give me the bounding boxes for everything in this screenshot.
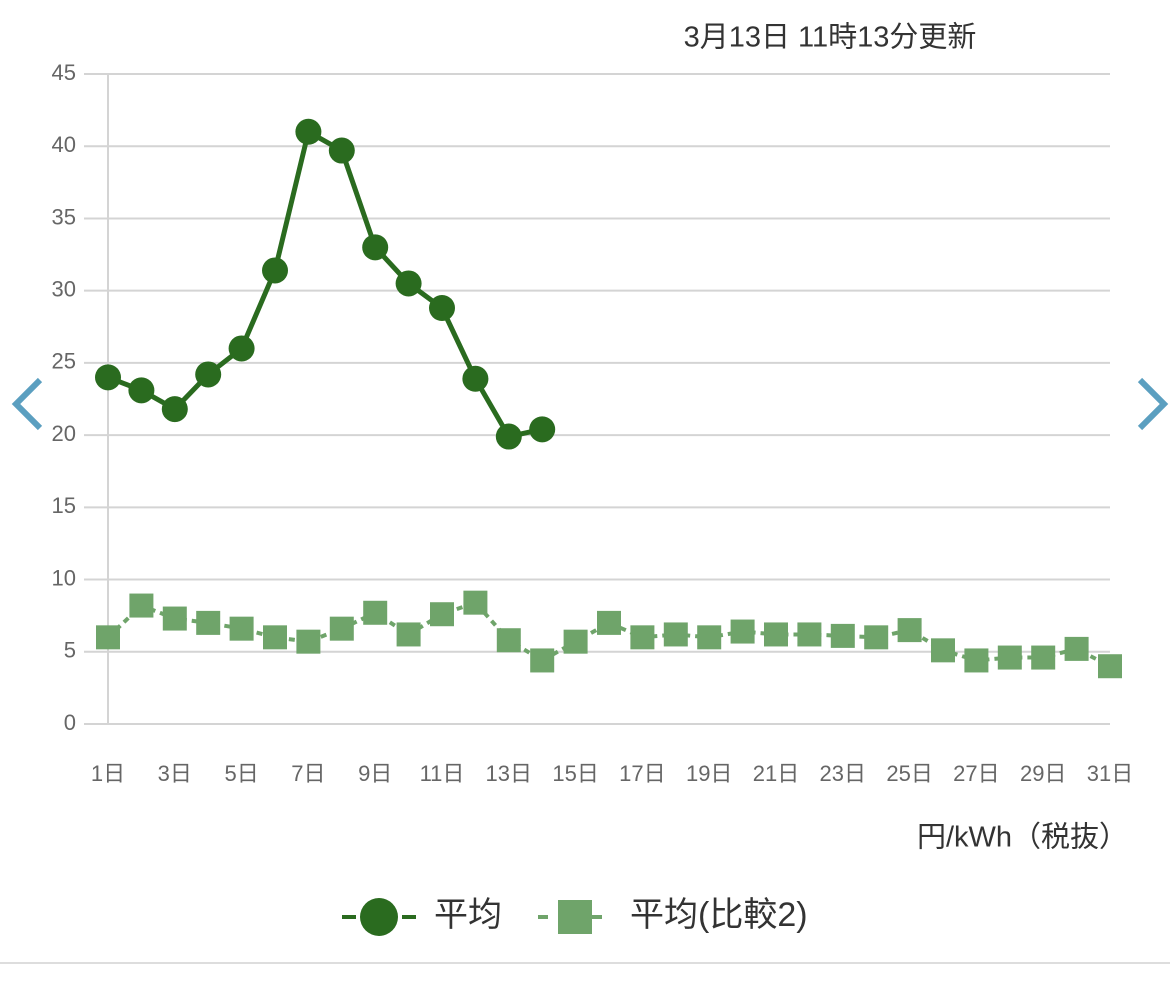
data-point	[1064, 636, 1089, 661]
data-point	[1098, 654, 1122, 679]
data-point	[362, 234, 389, 261]
prev-button[interactable]	[11, 377, 43, 431]
unit-label: 円/kWh（税抜）	[917, 821, 1128, 854]
data-point	[395, 270, 422, 297]
data-point	[129, 593, 154, 618]
data-point	[964, 648, 989, 673]
data-point	[328, 137, 355, 164]
x-tick-label: 25日	[886, 761, 932, 786]
data-point	[229, 616, 254, 641]
x-tick-label: 31日	[1087, 761, 1133, 786]
x-tick-label: 15日	[552, 761, 598, 786]
y-tick-label: 25	[52, 349, 76, 374]
y-tick-label: 20	[52, 421, 76, 446]
data-point	[931, 638, 955, 663]
data-point	[363, 600, 388, 625]
x-tick-label: 19日	[686, 761, 732, 786]
data-point	[830, 623, 855, 648]
y-tick-label: 30	[52, 276, 76, 301]
x-tick-label: 27日	[953, 761, 999, 786]
y-tick-label: 45	[52, 60, 76, 85]
x-tick-label: 21日	[753, 761, 799, 786]
legend-marker	[360, 898, 398, 936]
y-tick-label: 40	[52, 132, 76, 157]
x-tick-label: 1日	[91, 761, 125, 786]
data-point	[496, 628, 521, 653]
data-point	[329, 616, 354, 641]
data-point	[128, 377, 155, 404]
data-point	[196, 610, 221, 635]
data-point	[262, 257, 288, 284]
x-tick-label: 17日	[619, 761, 665, 786]
data-point	[529, 416, 556, 443]
x-tick-label: 23日	[820, 761, 866, 786]
data-point	[96, 625, 120, 650]
data-point	[597, 610, 621, 635]
y-tick-label: 15	[52, 493, 76, 518]
legend-label: 平均	[434, 896, 502, 934]
update-time: 3月13日 11時13分更新	[684, 21, 977, 54]
data-point	[663, 622, 688, 647]
data-point	[997, 645, 1022, 670]
next-button[interactable]	[1137, 377, 1169, 431]
data-point	[462, 365, 489, 392]
x-tick-label: 3日	[158, 761, 192, 786]
data-point	[296, 629, 321, 654]
x-tick-label: 5日	[224, 761, 258, 786]
data-point	[162, 606, 187, 631]
data-point	[764, 622, 788, 647]
data-point	[463, 590, 488, 615]
x-tick-label: 29日	[1020, 761, 1066, 786]
data-point	[530, 648, 555, 673]
data-point	[897, 618, 922, 643]
data-point	[228, 335, 255, 362]
data-point	[263, 625, 287, 650]
data-point	[195, 361, 222, 388]
x-tick-label: 11日	[420, 761, 465, 786]
legend-label: 平均(比較2)	[630, 896, 808, 934]
data-point	[161, 396, 188, 423]
data-point	[864, 625, 889, 650]
data-point	[429, 295, 455, 321]
data-point	[495, 423, 522, 450]
y-tick-label: 5	[64, 638, 76, 663]
y-tick-label: 0	[64, 710, 76, 735]
x-tick-label: 7日	[291, 761, 325, 786]
data-point	[430, 602, 454, 627]
data-point	[295, 118, 322, 145]
y-tick-label: 10	[52, 565, 76, 590]
data-point	[797, 622, 822, 647]
data-point	[730, 619, 755, 644]
legend-marker	[558, 900, 592, 934]
x-tick-label: 13日	[486, 761, 532, 786]
y-tick-label: 35	[52, 204, 76, 229]
data-point	[1031, 645, 1056, 670]
data-point	[95, 364, 121, 391]
data-point	[697, 625, 722, 650]
x-tick-label: 9日	[358, 761, 392, 786]
data-point	[563, 629, 588, 654]
data-point	[630, 625, 655, 650]
data-point	[396, 622, 421, 647]
